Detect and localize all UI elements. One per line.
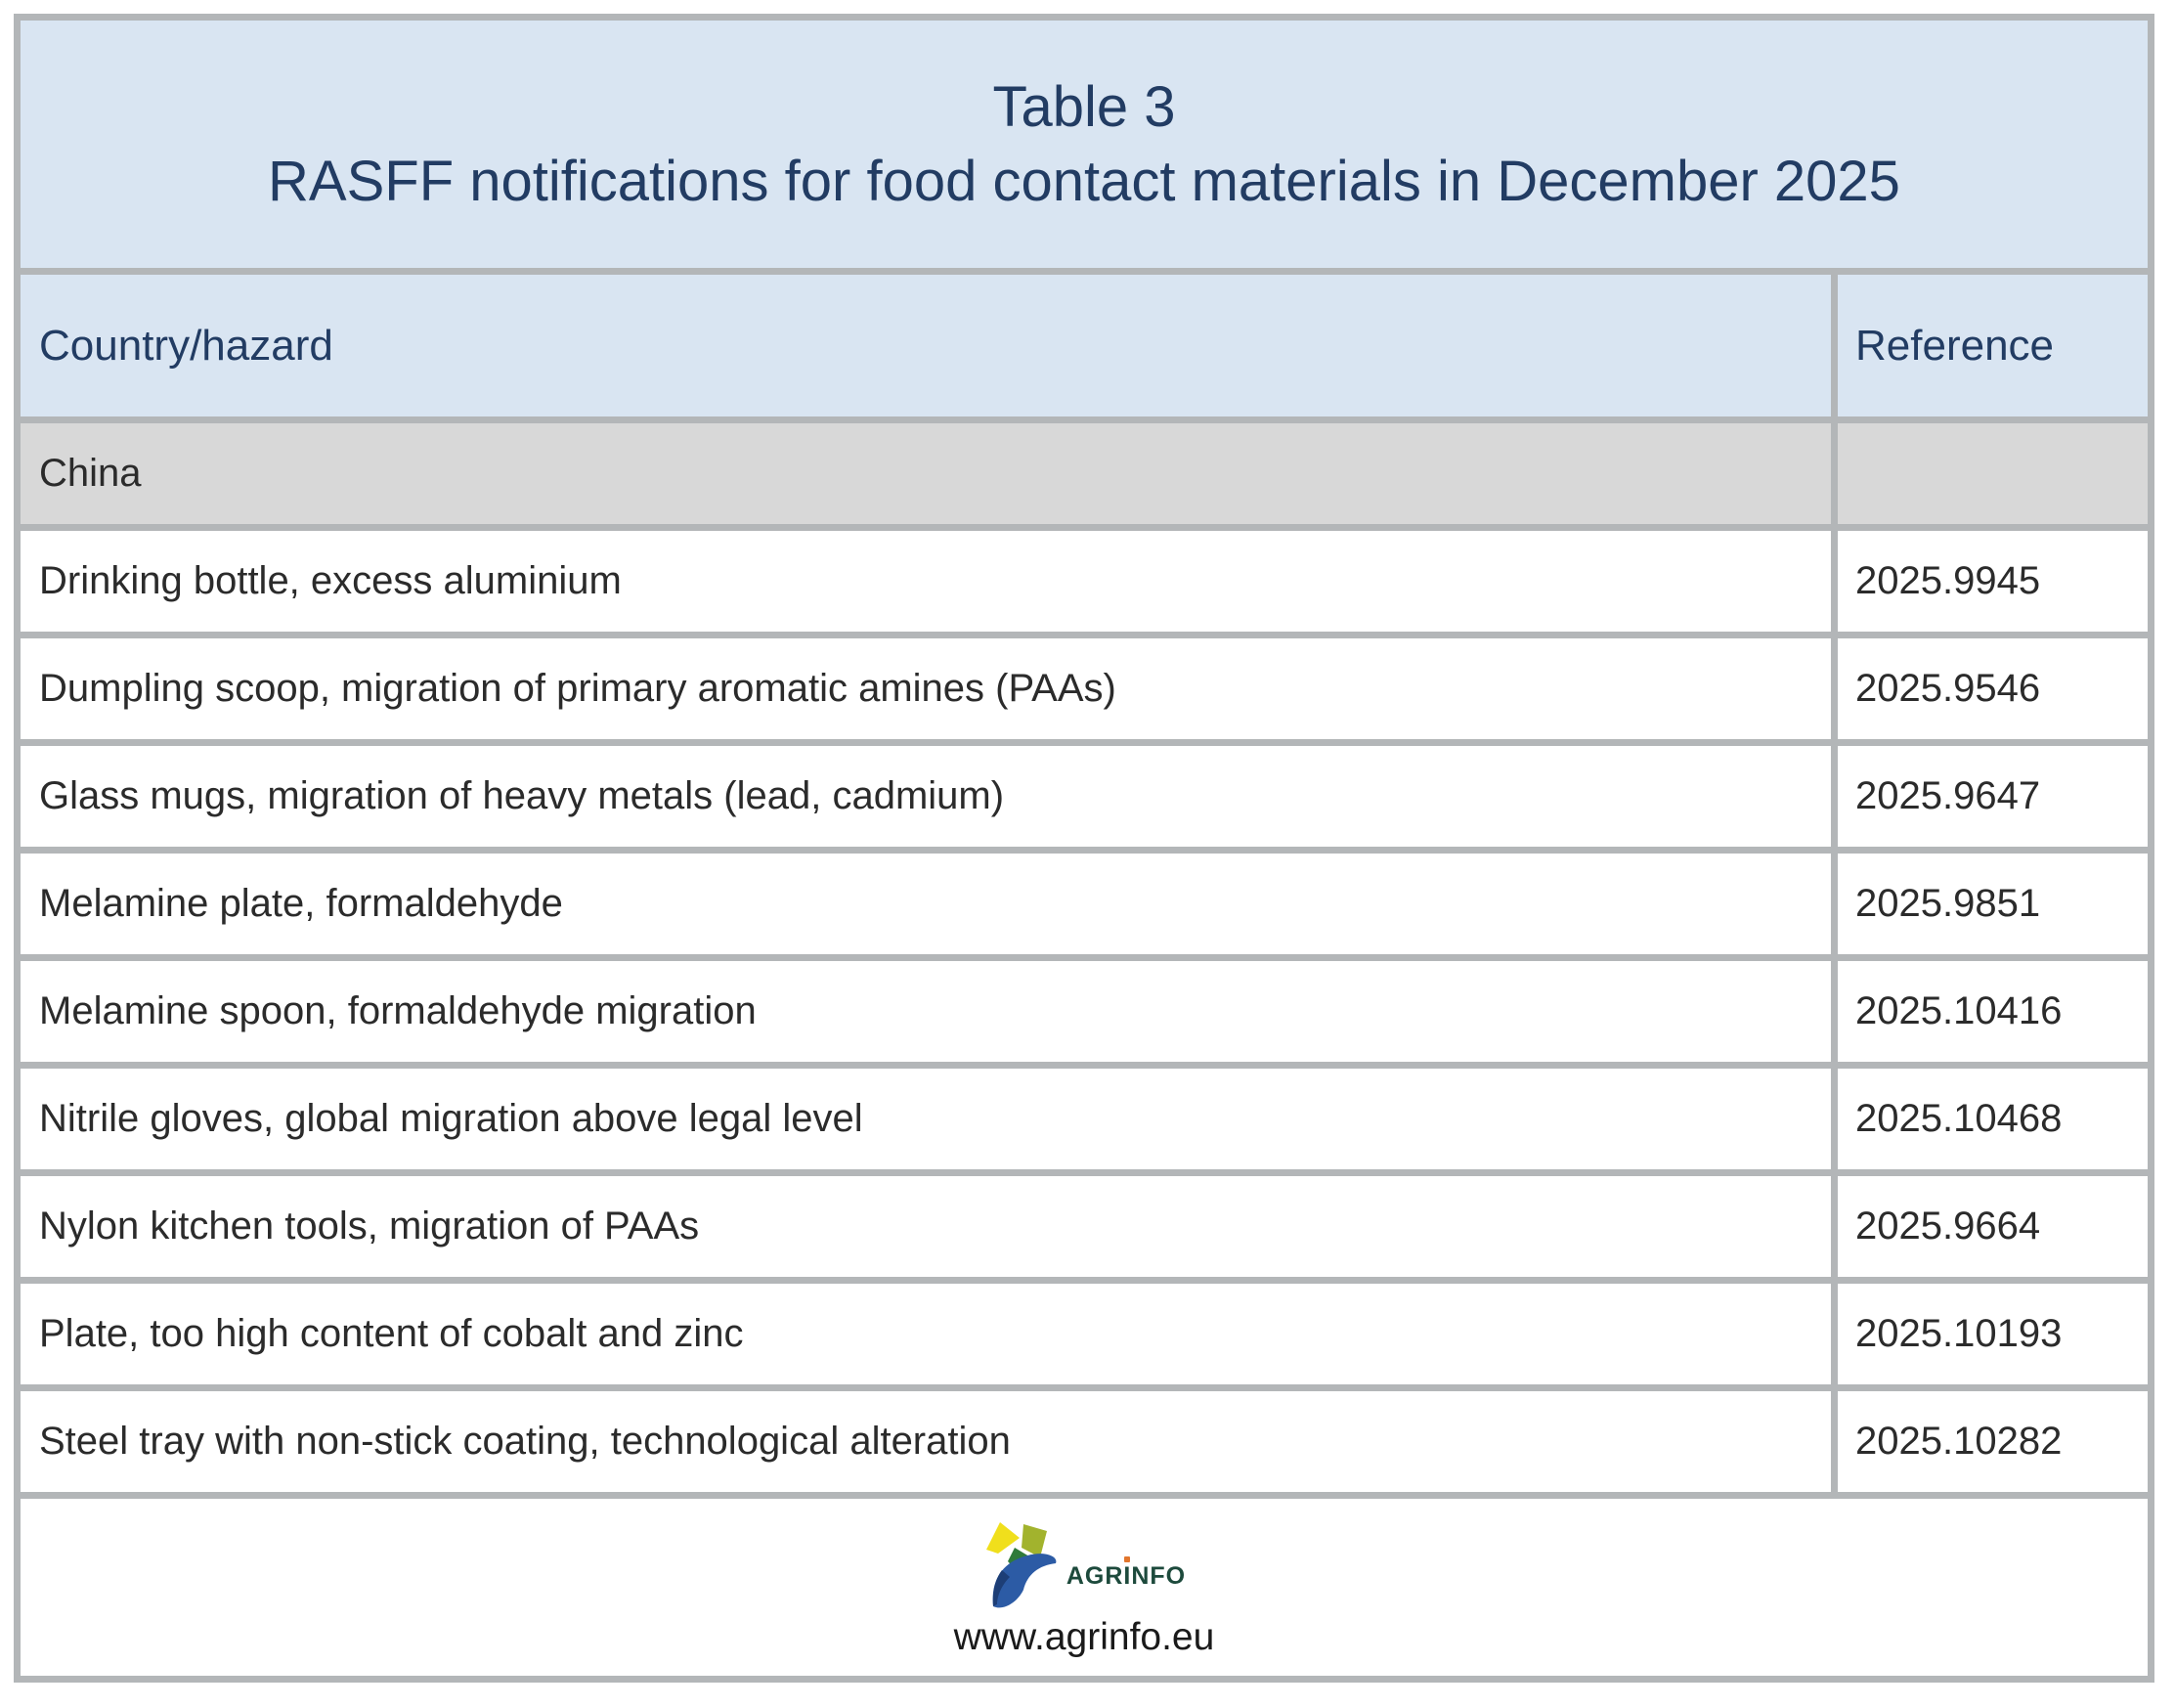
reference-cell: 2025.9664: [1838, 1176, 2148, 1277]
reference-cell: 2025.9647: [1838, 746, 2148, 847]
agrinfo-logo-text-pre: AGR: [1066, 1561, 1124, 1590]
reference-cell: 2025.10468: [1838, 1069, 2148, 1169]
table-number-title: Table 3: [992, 74, 1176, 139]
column-header-reference: Reference: [1838, 275, 2148, 416]
agrinfo-logo-mark: [985, 1521, 1057, 1607]
agrinfo-logo-text: AGR I NFO: [1066, 1561, 1187, 1610]
group-row-reference-empty: [1838, 423, 2148, 524]
reference-cell: 2025.10193: [1838, 1284, 2148, 1384]
website-url: www.agrinfo.eu: [953, 1615, 1215, 1658]
hazard-cell: Drinking bottle, excess aluminium: [21, 531, 1831, 632]
hazard-cell: Melamine plate, formaldehyde: [21, 854, 1831, 954]
hazard-cell: Nylon kitchen tools, migration of PAAs: [21, 1176, 1831, 1277]
reference-cell: 2025.9851: [1838, 854, 2148, 954]
agrinfo-logo: AGR I NFO: [982, 1516, 1186, 1610]
reference-cell: 2025.9945: [1838, 531, 2148, 632]
title-banner: Table 3 RASFF notifications for food con…: [21, 21, 2148, 268]
column-header-country-hazard: Country/hazard: [21, 275, 1831, 416]
table-footer: AGR I NFO www.agrinfo.eu: [21, 1499, 2148, 1676]
hazard-cell: Steel tray with non-stick coating, techn…: [21, 1391, 1831, 1492]
hazard-cell: Dumpling scoop, migration of primary aro…: [21, 638, 1831, 739]
hazard-cell: Nitrile gloves, global migration above l…: [21, 1069, 1831, 1169]
agrinfo-logo-text-post: NFO: [1131, 1561, 1187, 1590]
group-row-label: China: [21, 423, 1831, 524]
hazard-cell: Glass mugs, migration of heavy metals (l…: [21, 746, 1831, 847]
reference-cell: 2025.10282: [1838, 1391, 2148, 1492]
table-subtitle: RASFF notifications for food contact mat…: [268, 149, 1900, 213]
reference-cell: 2025.9546: [1838, 638, 2148, 739]
agrinfo-logo-text-i: I: [1123, 1561, 1132, 1590]
hazard-cell: Melamine spoon, formaldehyde migration: [21, 961, 1831, 1062]
reference-cell: 2025.10416: [1838, 961, 2148, 1062]
rasff-notifications-table: Table 3 RASFF notifications for food con…: [14, 14, 2154, 1683]
hazard-cell: Plate, too high content of cobalt and zi…: [21, 1284, 1831, 1384]
